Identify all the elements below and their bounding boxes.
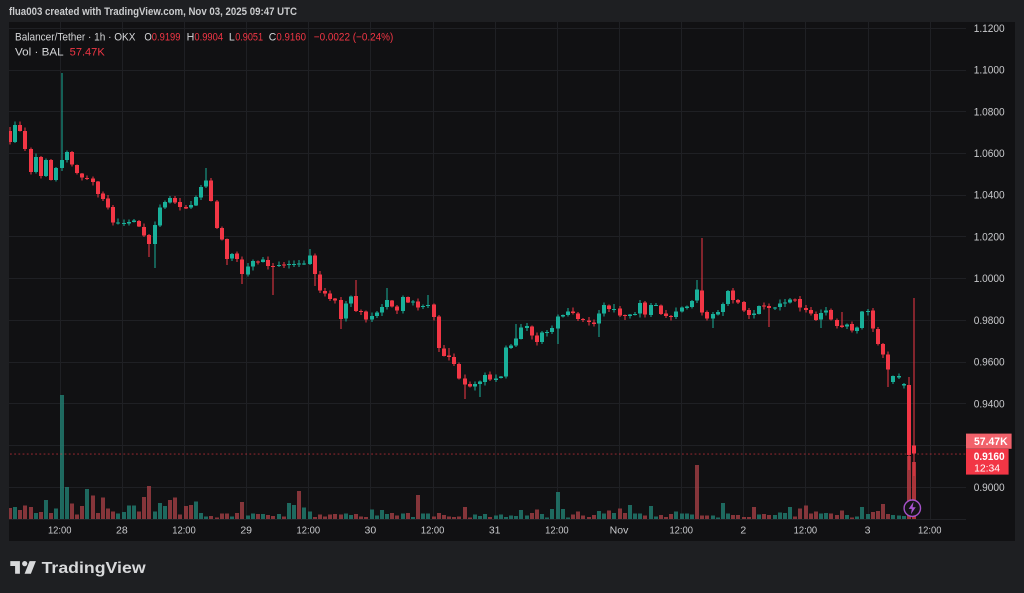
svg-text:H: H — [187, 32, 195, 44]
svg-text:1.0800: 1.0800 — [974, 106, 1005, 118]
svg-text:O: O — [144, 32, 152, 44]
svg-text:1.0600: 1.0600 — [974, 148, 1005, 160]
svg-text:0.9400: 0.9400 — [974, 398, 1005, 410]
svg-text:57.47K: 57.47K — [70, 47, 106, 59]
svg-text:12:34: 12:34 — [974, 463, 1000, 474]
svg-text:2: 2 — [740, 525, 746, 537]
svg-text:−0.0022 (−0.24%): −0.0022 (−0.24%) — [314, 32, 394, 44]
svg-text:57.47K: 57.47K — [974, 436, 1008, 448]
svg-text:29: 29 — [240, 525, 252, 537]
svg-text:1.1000: 1.1000 — [974, 65, 1005, 77]
svg-text:12:00: 12:00 — [545, 525, 569, 537]
svg-text:30: 30 — [365, 525, 377, 537]
svg-text:1.1200: 1.1200 — [974, 23, 1005, 35]
svg-text:12:00: 12:00 — [421, 525, 445, 537]
svg-text:L: L — [229, 32, 235, 44]
svg-text:1.0400: 1.0400 — [974, 190, 1005, 202]
svg-text:0.9800: 0.9800 — [974, 315, 1005, 327]
svg-text:1.0200: 1.0200 — [974, 231, 1005, 243]
svg-text:0.9160: 0.9160 — [276, 32, 306, 44]
svg-text:Balancer/Tether · 1h · OKX: Balancer/Tether · 1h · OKX — [15, 32, 136, 44]
svg-text:0.9904: 0.9904 — [194, 32, 223, 44]
svg-text:12:00: 12:00 — [794, 525, 818, 537]
svg-text:12:00: 12:00 — [918, 525, 942, 537]
svg-text:TradingView: TradingView — [42, 560, 147, 577]
svg-text:0.9051: 0.9051 — [235, 32, 263, 44]
svg-text:28: 28 — [116, 525, 128, 537]
svg-text:0.9000: 0.9000 — [974, 482, 1005, 494]
svg-text:12:00: 12:00 — [48, 525, 72, 537]
svg-text:12:00: 12:00 — [669, 525, 693, 537]
svg-text:0.9199: 0.9199 — [152, 32, 181, 44]
svg-text:0.9600: 0.9600 — [974, 357, 1005, 369]
svg-text:3: 3 — [865, 525, 871, 537]
svg-text:Vol · BAL: Vol · BAL — [15, 47, 64, 59]
svg-text:1.0000: 1.0000 — [974, 273, 1005, 285]
svg-text:flua003 created with TradingVi: flua003 created with TradingView.com, No… — [9, 6, 297, 18]
svg-text:12:00: 12:00 — [172, 525, 196, 537]
svg-text:31: 31 — [489, 525, 501, 537]
svg-text:Nov: Nov — [610, 525, 629, 537]
svg-text:0.9160: 0.9160 — [974, 451, 1005, 463]
svg-text:C: C — [269, 32, 277, 44]
svg-text:12:00: 12:00 — [297, 525, 321, 537]
